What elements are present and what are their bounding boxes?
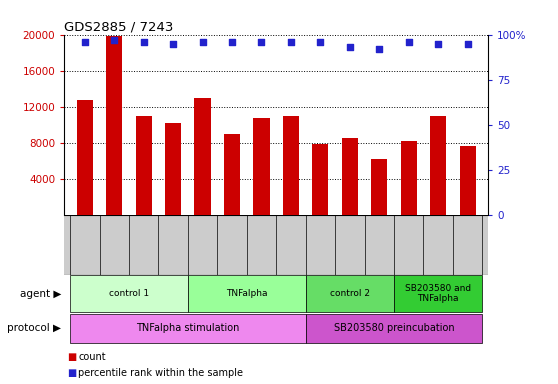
Bar — [224, 134, 240, 215]
Bar — [76, 99, 93, 215]
Bar — [394, 275, 482, 312]
Bar — [136, 116, 152, 215]
Bar — [70, 314, 306, 343]
Text: TNFalpha stimulation: TNFalpha stimulation — [136, 323, 239, 333]
Point — [140, 39, 148, 45]
Text: SB203580 and
TNFalpha: SB203580 and TNFalpha — [405, 284, 472, 303]
Text: control 2: control 2 — [330, 289, 370, 298]
Bar — [401, 141, 417, 215]
Point — [286, 39, 295, 45]
Point — [110, 37, 119, 43]
Point — [375, 46, 384, 52]
Bar — [70, 275, 188, 312]
Bar — [460, 146, 476, 215]
Point — [228, 39, 237, 45]
Bar — [312, 144, 329, 215]
Bar — [341, 138, 358, 215]
Point — [316, 39, 325, 45]
Bar — [371, 159, 387, 215]
Bar — [188, 275, 306, 312]
Text: protocol ▶: protocol ▶ — [7, 323, 61, 333]
Bar — [306, 275, 394, 312]
Text: percentile rank within the sample: percentile rank within the sample — [78, 368, 243, 378]
Text: ■: ■ — [67, 352, 76, 362]
Point — [463, 41, 472, 47]
Point — [257, 39, 266, 45]
Bar — [195, 98, 211, 215]
Bar — [165, 123, 181, 215]
Text: TNFalpha: TNFalpha — [226, 289, 267, 298]
Text: GDS2885 / 7243: GDS2885 / 7243 — [64, 20, 174, 33]
Point — [345, 44, 354, 50]
Point — [80, 39, 89, 45]
Bar — [253, 119, 270, 215]
Text: control 1: control 1 — [109, 289, 149, 298]
Bar — [283, 116, 299, 215]
Point — [169, 41, 177, 47]
Bar — [430, 116, 446, 215]
Bar — [306, 314, 482, 343]
Bar — [106, 36, 122, 215]
Text: ■: ■ — [67, 368, 76, 378]
Text: SB203580 preincubation: SB203580 preincubation — [334, 323, 454, 333]
Point — [198, 39, 207, 45]
Text: agent ▶: agent ▶ — [20, 289, 61, 299]
Text: count: count — [78, 352, 106, 362]
Point — [434, 41, 442, 47]
Point — [404, 39, 413, 45]
